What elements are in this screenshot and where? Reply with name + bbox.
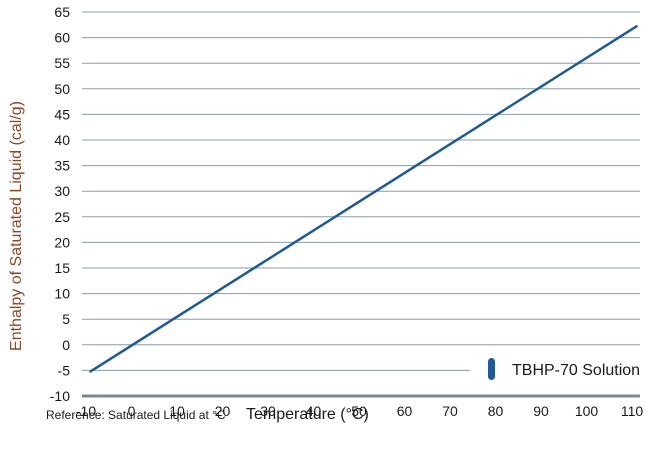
legend: TBHP-70 Solution xyxy=(470,352,665,384)
x-tick-label: 80 xyxy=(488,403,504,419)
y-tick-label: -10 xyxy=(50,388,70,404)
series-line xyxy=(89,25,638,373)
y-axis-tick-labels: -10 -5 0 5 10 15 20 25 30 35 40 45 50 55 60 65 xyxy=(50,4,70,404)
x-tick-label: 40 xyxy=(306,403,322,419)
y-tick-label: 15 xyxy=(54,260,70,276)
series-lines xyxy=(89,25,638,373)
y-tick-label: 10 xyxy=(54,286,70,302)
x-tick-label: 60 xyxy=(397,403,413,419)
y-tick-label: 40 xyxy=(54,132,70,148)
reference-note: Reference: Saturated Liquid at °C xyxy=(46,408,226,422)
x-tick-label: 30 xyxy=(260,403,276,419)
y-tick-label: 35 xyxy=(54,158,70,174)
x-axis-title: Temperature (°C) xyxy=(246,406,369,423)
y-tick-label: 30 xyxy=(54,183,70,199)
y-tick-label: 50 xyxy=(54,81,70,97)
y-tick-label: 0 xyxy=(62,337,70,353)
y-axis-title: Enthalpy of Saturated Liquid (cal/g) xyxy=(8,101,25,351)
x-tick-label: 100 xyxy=(575,403,599,419)
x-axis-tick-labels: -10 0 10 20 30 40 50 60 70 80 90 100 110 xyxy=(76,403,643,419)
y-tick-label: 65 xyxy=(54,4,70,20)
y-tick-label: 55 xyxy=(54,55,70,71)
x-tick-label: 90 xyxy=(533,403,549,419)
x-tick-label: 50 xyxy=(351,403,367,419)
y-tick-label: 45 xyxy=(54,106,70,122)
x-tick-label: 0 xyxy=(128,403,136,419)
legend-swatch xyxy=(488,358,495,380)
grid-lines xyxy=(82,11,640,371)
x-tick-label: -10 xyxy=(76,403,96,419)
legend-background xyxy=(470,352,665,384)
y-tick-label: 5 xyxy=(62,311,70,327)
y-tick-label: 20 xyxy=(54,234,70,250)
y-tick-label: 60 xyxy=(54,30,70,46)
y-tick-label: -5 xyxy=(58,362,71,378)
x-tick-label: 70 xyxy=(442,403,458,419)
x-tick-label: 10 xyxy=(169,403,185,419)
x-tick-label: 20 xyxy=(215,403,231,419)
legend-label: TBHP-70 Solution xyxy=(512,362,640,379)
y-tick-label: 25 xyxy=(54,209,70,225)
x-tick-label: 110 xyxy=(621,403,644,419)
